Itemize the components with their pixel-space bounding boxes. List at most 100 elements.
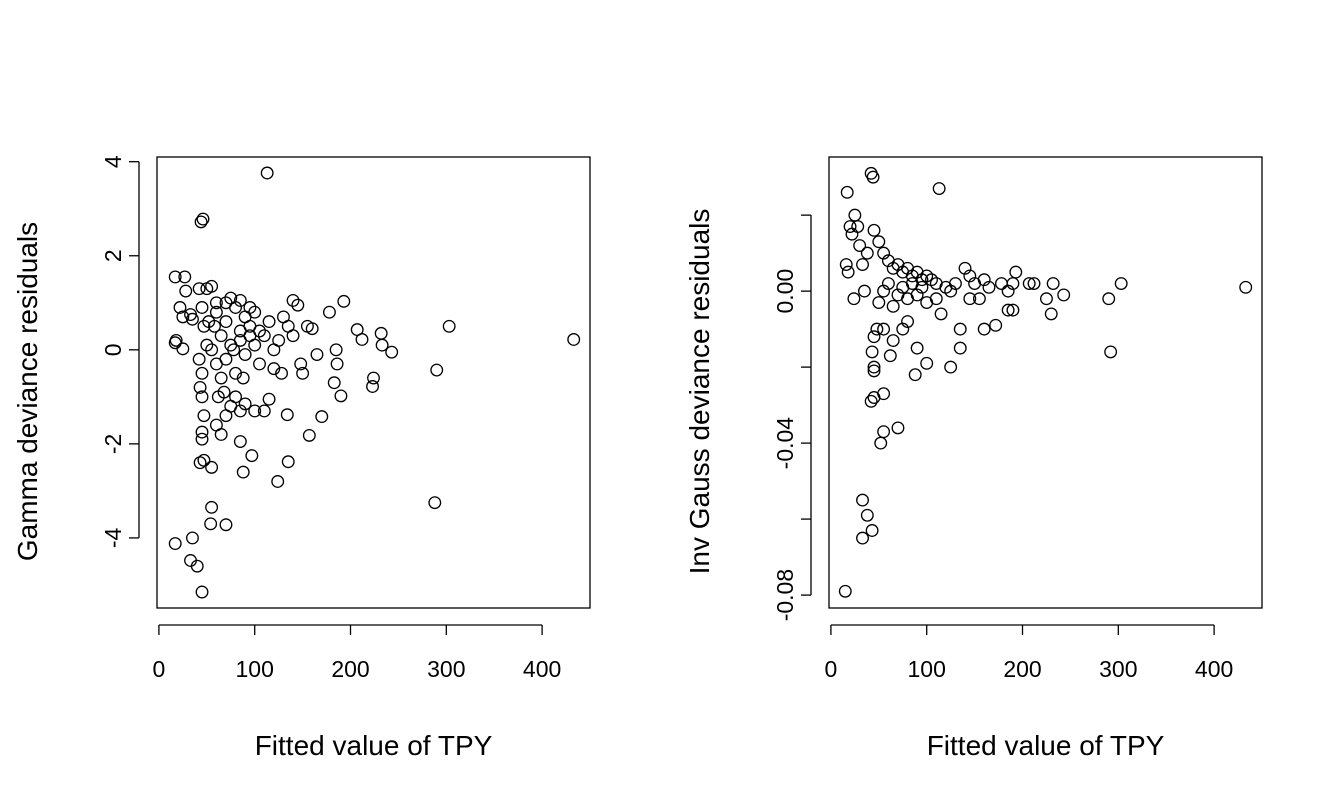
point (286, 329, 300, 343)
point (194, 215, 208, 229)
point (280, 408, 294, 422)
point (334, 389, 348, 403)
point (860, 246, 874, 260)
point (329, 343, 343, 357)
y-tick-label: 4 (100, 155, 126, 168)
point (337, 294, 351, 308)
point (843, 220, 857, 233)
point (257, 329, 271, 343)
point (934, 307, 948, 321)
point (294, 357, 308, 371)
point (238, 397, 252, 411)
point (327, 376, 341, 390)
point (233, 404, 247, 418)
point (891, 421, 905, 435)
point (375, 338, 389, 352)
point (867, 330, 881, 344)
point (877, 387, 891, 401)
point (227, 343, 241, 357)
point (271, 475, 285, 488)
point (856, 258, 869, 271)
point (872, 296, 886, 309)
point (857, 284, 871, 298)
point (989, 318, 1003, 332)
point (865, 345, 879, 359)
point (173, 301, 187, 314)
point (839, 258, 853, 271)
point (1239, 280, 1253, 294)
point (179, 284, 193, 298)
point (178, 270, 192, 284)
point (185, 531, 199, 545)
point (330, 357, 344, 371)
point (910, 341, 924, 355)
point (567, 333, 581, 346)
point (442, 319, 456, 333)
point (243, 301, 257, 314)
point (877, 284, 891, 298)
point (870, 322, 884, 336)
point (219, 352, 233, 366)
point (977, 273, 991, 287)
point (428, 496, 442, 510)
point (281, 455, 295, 469)
point (205, 460, 219, 474)
point (841, 265, 855, 279)
x-tick-label: 300 (427, 656, 465, 682)
point (233, 293, 247, 307)
point (1022, 277, 1036, 290)
point (190, 559, 204, 573)
point (845, 227, 859, 241)
point (195, 366, 209, 380)
point (291, 298, 305, 312)
point (1044, 307, 1058, 321)
point (366, 380, 379, 393)
point (310, 348, 324, 361)
point (932, 182, 946, 195)
point (176, 310, 190, 324)
point (896, 322, 910, 336)
x-tick-label: 400 (523, 656, 561, 682)
point (860, 508, 874, 522)
point (193, 380, 207, 394)
point (853, 239, 867, 252)
point (953, 341, 967, 355)
point (874, 436, 888, 450)
y-tick-label: -2 (100, 434, 126, 454)
point (963, 269, 977, 283)
point (219, 296, 233, 310)
y-axis-label: Gamma deviance residuals (12, 222, 43, 561)
panel: 0 100 200 300 400 -4 -2 0 2 4 Fitted value of TPY G… (12, 155, 591, 761)
point (267, 362, 281, 376)
point (214, 371, 228, 385)
x-tick-label: 300 (1099, 656, 1137, 682)
y-tick-label: -4 (100, 527, 126, 548)
plot-frame (156, 156, 591, 609)
point (994, 277, 1008, 290)
point (1001, 303, 1015, 317)
point (262, 392, 276, 406)
point (977, 322, 991, 336)
point (848, 208, 862, 222)
point (195, 585, 209, 599)
point (197, 319, 211, 333)
point (305, 322, 319, 336)
point (949, 277, 962, 290)
x-axis-label: Fitted value of TPY (927, 730, 1165, 761)
point (243, 329, 257, 343)
point (209, 296, 223, 310)
point (169, 333, 183, 347)
point (260, 166, 274, 180)
point (296, 366, 310, 380)
point (217, 385, 231, 399)
point (214, 329, 228, 343)
point (867, 223, 881, 237)
point (864, 394, 878, 408)
point (248, 404, 262, 418)
point (245, 449, 259, 463)
point (883, 349, 897, 363)
point (840, 185, 854, 199)
point (877, 425, 891, 439)
point (1009, 265, 1023, 279)
point (238, 348, 252, 361)
